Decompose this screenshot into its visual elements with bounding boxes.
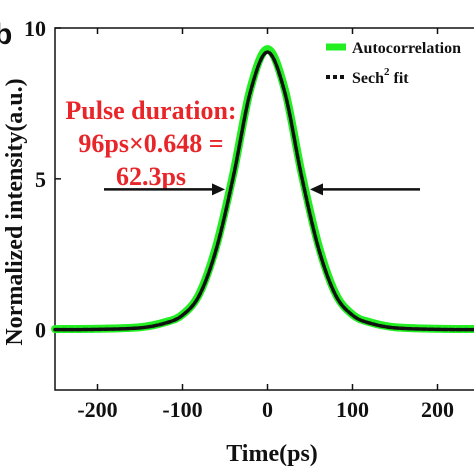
y-tick-label: 0 [35,318,46,343]
x-tick-label: 0 [262,397,273,422]
sech-fit-point [164,321,167,325]
sech-fit-point [351,313,354,317]
left-arrow-head [212,183,225,196]
sech-fit-point [300,174,303,178]
sech-fit-point [317,247,320,250]
panel-letter: b [0,18,12,51]
sech-fit-point [138,326,142,330]
annotation-line-3: 62.3ps [116,162,186,191]
sech-fit-point [215,247,218,250]
sech-fit-point [198,293,201,297]
sech-fit-point [283,90,286,93]
annotation-line-1: Pulse duration: [65,96,236,125]
autocorrelation-point [265,46,270,52]
sech-fit-point [181,313,184,317]
sech-fit-point [436,328,439,331]
sech-fit-point [232,174,235,178]
sech-fit-point [53,328,57,331]
y-tick-label: 10 [24,16,46,41]
series-layer [51,45,474,334]
sech-fit-point [266,50,269,54]
y-tick-label: 5 [35,167,46,192]
legend-label-autocorrelation: Autocorrelation [352,40,461,57]
arrow-layer [104,183,420,196]
sech-fit-point [249,90,252,93]
y-axis-label: Normalized intensity(a.u.) [2,78,28,345]
x-axis-label: Time(ps) [226,441,318,467]
plot-frame [54,27,474,391]
right-arrow-head [310,183,323,196]
annotation-line-2: 96ps×0.648 = [78,129,223,158]
sech-fit-point [393,326,397,330]
legend: Autocorrelation Sech2 fit [326,40,461,87]
legend-label-sech-fit: Sech2 fit [352,66,409,87]
x-tick-label: 100 [336,397,369,422]
sech-fit-point [96,328,99,331]
sech-fit-point [368,321,371,325]
x-tick-label: 200 [421,397,454,422]
x-tick-label: -200 [77,397,117,422]
sech-fit-point [334,293,337,297]
x-tick-label: -100 [162,397,202,422]
